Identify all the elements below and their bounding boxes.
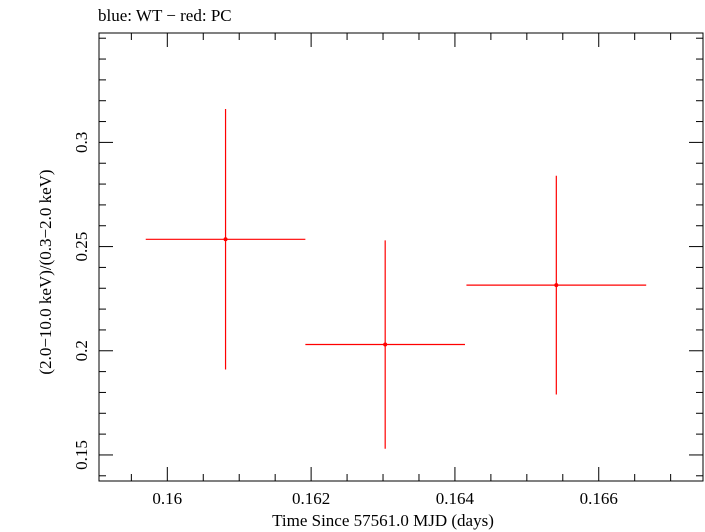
y-tick-label: 0.2 bbox=[72, 340, 91, 361]
x-tick-label: 0.162 bbox=[292, 489, 330, 508]
axis-ticks-group bbox=[99, 33, 703, 481]
y-tick-label: 0.3 bbox=[72, 132, 91, 153]
x-axis-label: Time Since 57561.0 MJD (days) bbox=[272, 511, 494, 530]
y-axis-label: (2.0−10.0 keV)/(0.3−2.0 keV) bbox=[36, 169, 55, 374]
y-tick-label: 0.25 bbox=[72, 232, 91, 262]
x-tick-label: 0.164 bbox=[436, 489, 475, 508]
chart-title: blue: WT − red: PC bbox=[98, 6, 232, 25]
data-points-group bbox=[145, 109, 647, 449]
data-point bbox=[223, 237, 228, 242]
x-tick-label: 0.166 bbox=[580, 489, 618, 508]
axis-labels-group: 0.16 0.162 0.164 0.166 0.15 0.2 0.25 0.3 bbox=[72, 132, 618, 508]
plot-frame bbox=[98, 32, 704, 482]
data-point bbox=[383, 342, 388, 347]
plot-frame-group bbox=[98, 32, 704, 482]
x-tick-label: 0.16 bbox=[152, 489, 182, 508]
data-point bbox=[554, 283, 559, 288]
y-tick-label: 0.15 bbox=[72, 440, 91, 470]
